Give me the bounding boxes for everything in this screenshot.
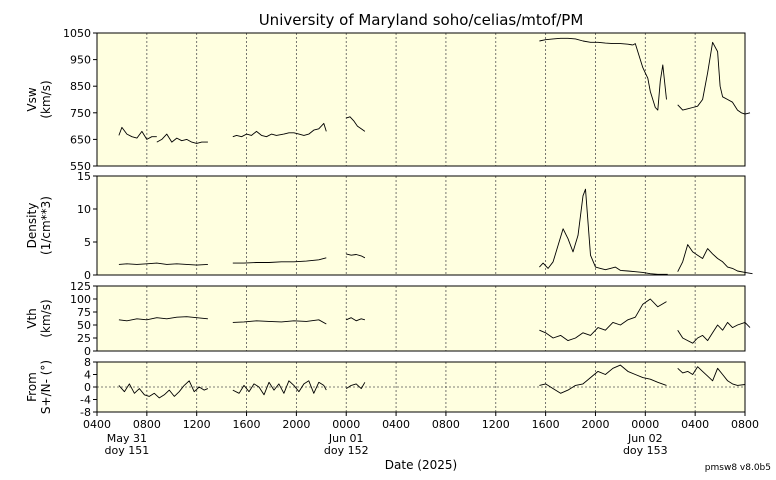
y-axis-label-line: From bbox=[25, 372, 39, 402]
x-tick-label: 0400 bbox=[83, 418, 111, 431]
data-series-1 bbox=[118, 380, 209, 399]
y-tick-label: 4 bbox=[84, 369, 91, 382]
data-series-8 bbox=[677, 41, 751, 115]
data-series-2 bbox=[232, 319, 327, 325]
panel-frame bbox=[96, 285, 746, 352]
data-series-5 bbox=[677, 321, 751, 344]
doy-label: doy 152 bbox=[324, 444, 369, 457]
data-series-4 bbox=[283, 122, 327, 136]
x-tick-label: 0400 bbox=[382, 418, 410, 431]
y-axis-label-line: S+/N- (°) bbox=[39, 360, 53, 414]
y-tick-label: 550 bbox=[70, 160, 91, 173]
panel-1: 1050 950 850 750 650 550 Vsw(km/s) bbox=[25, 27, 751, 173]
x-tick-label: 0000 bbox=[631, 418, 659, 431]
panel-background bbox=[97, 176, 745, 275]
y-axis-label: Vth(km/s) bbox=[25, 299, 53, 337]
data-series-1 bbox=[118, 316, 208, 322]
y-axis-label: Vsw(km/s) bbox=[25, 80, 53, 118]
doy-label: doy 151 bbox=[105, 444, 150, 457]
date-label: Jun 01 bbox=[328, 432, 364, 445]
y-axis-label-line: Vsw bbox=[25, 87, 39, 111]
x-tick-label: 1600 bbox=[233, 418, 261, 431]
doy-label: doy 153 bbox=[623, 444, 668, 457]
data-series-2 bbox=[232, 257, 327, 264]
x-axis-title: Date (2025) bbox=[385, 458, 457, 472]
panel-4: 840-4-8 FromS+/N- (°) bbox=[25, 356, 746, 419]
y-tick-label: 1050 bbox=[63, 27, 91, 40]
x-tick-label: 0000 bbox=[332, 418, 360, 431]
x-tick-label: 0800 bbox=[133, 418, 161, 431]
panel-frame bbox=[96, 175, 746, 276]
data-series-5 bbox=[677, 244, 753, 275]
chart-title: University of Maryland soho/celias/mtof/… bbox=[259, 11, 584, 29]
x-tick-label: 2000 bbox=[581, 418, 609, 431]
y-tick-label: 15 bbox=[77, 170, 91, 183]
data-series-3 bbox=[346, 253, 366, 259]
data-series-1 bbox=[118, 262, 208, 266]
y-tick-label: 650 bbox=[70, 133, 91, 146]
y-axis-label-line: Density bbox=[25, 203, 39, 249]
x-tick-label: 0400 bbox=[681, 418, 709, 431]
data-series-5 bbox=[677, 366, 746, 386]
y-tick-label: 0 bbox=[84, 345, 91, 358]
y-axis-label-line: (1/cm**3) bbox=[39, 196, 53, 255]
y-tick-label: 0 bbox=[84, 269, 91, 282]
y-tick-label: 8 bbox=[84, 356, 91, 369]
data-series-4 bbox=[539, 298, 667, 342]
y-axis-label-line: (km/s) bbox=[39, 80, 53, 118]
x-tick-label: 0800 bbox=[731, 418, 759, 431]
y-axis-label-line: (km/s) bbox=[39, 299, 53, 337]
data-series-3 bbox=[232, 130, 284, 138]
data-series-1 bbox=[118, 126, 157, 140]
data-series-7 bbox=[632, 43, 667, 111]
data-series-6 bbox=[539, 37, 633, 46]
x-tick-label: 1600 bbox=[532, 418, 560, 431]
panel-background bbox=[97, 33, 745, 166]
y-tick-label: 10 bbox=[77, 203, 91, 216]
data-series-2 bbox=[156, 133, 208, 144]
y-tick-label: 25 bbox=[77, 332, 91, 345]
y-axis-label-line: Vth bbox=[25, 308, 39, 329]
y-axis-label: FromS+/N- (°) bbox=[25, 360, 53, 414]
y-tick-label: 5 bbox=[84, 236, 91, 249]
data-series-2 bbox=[232, 380, 327, 396]
y-tick-label: 0 bbox=[84, 381, 91, 394]
y-tick-label: 100 bbox=[70, 293, 91, 306]
y-tick-label: 950 bbox=[70, 54, 91, 67]
x-tick-label: 1200 bbox=[482, 418, 510, 431]
data-series-4 bbox=[539, 188, 668, 275]
data-series-3 bbox=[346, 317, 366, 322]
y-tick-label: -8 bbox=[80, 406, 91, 419]
y-tick-label: -4 bbox=[80, 394, 91, 407]
y-tick-label: 125 bbox=[70, 280, 91, 293]
panel-2: 15 10 5 0 Density(1/cm**3) bbox=[25, 170, 753, 282]
x-tick-label: 2000 bbox=[282, 418, 310, 431]
y-tick-label: 50 bbox=[77, 319, 91, 332]
x-axis: 0400 0800 1200 1600 2000 0000 0400 0800 1200 1600… bbox=[83, 412, 759, 457]
y-tick-label: 850 bbox=[70, 80, 91, 93]
panel-frame bbox=[96, 32, 746, 167]
date-label: Jun 02 bbox=[627, 432, 663, 445]
data-series-3 bbox=[345, 382, 366, 390]
panel-background bbox=[97, 286, 745, 351]
y-tick-label: 750 bbox=[70, 107, 91, 120]
x-tick-label: 1200 bbox=[183, 418, 211, 431]
x-tick-label: 0800 bbox=[432, 418, 460, 431]
data-series-5 bbox=[346, 116, 366, 132]
chart-panels: 1050950850750650550Vsw(km/s)151050Densit… bbox=[25, 27, 753, 419]
data-series-4 bbox=[539, 364, 667, 394]
date-label: May 31 bbox=[107, 432, 147, 445]
y-axis-label: Density(1/cm**3) bbox=[25, 196, 53, 255]
y-tick-label: 75 bbox=[77, 306, 91, 319]
version-label: pmsw8 v8.0b5 bbox=[705, 463, 771, 473]
